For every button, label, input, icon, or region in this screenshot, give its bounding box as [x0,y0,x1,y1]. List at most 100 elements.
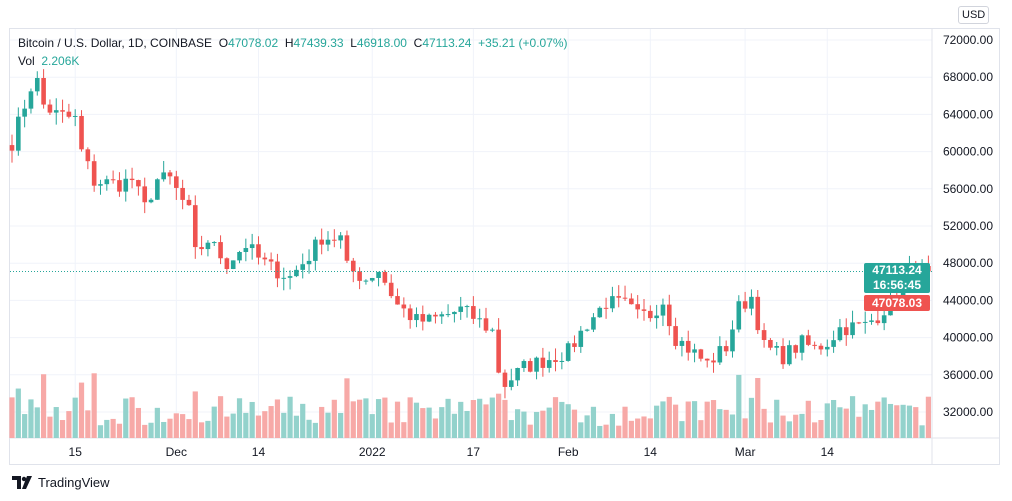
candle-down [407,308,413,321]
volume-bar [401,422,407,438]
candle-down [875,320,881,324]
volume-bar [180,414,186,438]
candle-up [660,304,666,316]
candle-down [793,345,798,353]
candle-down [401,304,407,309]
last-price: 47113.24 [872,263,922,277]
chart-legend: Bitcoin / U.S. Dollar, 1D, COINBASE O470… [18,34,568,70]
price-tick-label: 40000.00 [943,331,993,345]
candle-up [161,172,166,180]
volume-bar [635,418,641,438]
candle-up [445,314,451,316]
candle-up [692,349,697,353]
volume-bar [603,424,609,438]
candle-down [641,309,647,311]
volume-bar [767,422,773,438]
volume-bar [729,414,736,438]
volume-bar [849,396,856,438]
volume-bar [622,406,628,438]
volume-bar [812,422,818,438]
price-tick-label: 52000.00 [943,219,993,233]
candle-down [622,297,628,299]
volume-bar [78,382,85,438]
volume-bar [91,373,97,438]
brand-name: TradingView [38,475,110,490]
candle-down [812,344,817,346]
volume-bar [786,421,792,438]
volume-bar [559,401,565,438]
volume-bar [230,413,236,438]
candle-up [123,178,129,192]
volume-bar [578,422,584,438]
volume-bar [919,425,925,438]
volume-bar [887,403,894,438]
volume-bar [597,425,603,438]
candle-up [881,315,887,324]
candle-up [477,318,482,320]
volume-bar [142,424,148,438]
volume-bar [584,415,590,438]
volume-bar [868,409,875,438]
candle-down [110,179,116,181]
candle-up [679,340,685,346]
candle-down [136,180,141,187]
volume-bar [571,409,578,438]
candle-down [755,296,761,331]
candle-down [420,314,426,322]
volume-bar [173,413,179,438]
candle-down [780,346,786,365]
low-label: L [350,36,357,50]
volume-bar [609,413,615,438]
candle-down [192,205,198,248]
tradingview-logo[interactable]: TradingView [12,475,110,490]
volume-bar [274,399,281,438]
volume-bar [407,397,413,438]
candle-up [787,345,792,365]
volume-bar [685,401,691,438]
candle-up [439,314,445,317]
candle-down [344,235,350,261]
candle-down [60,110,65,112]
candle-up [294,269,299,277]
price-tick-label: 36000.00 [943,368,993,382]
candle-down [85,149,91,162]
candle-up [824,346,830,350]
currency-button[interactable]: USD [958,6,990,24]
open-label: O [218,36,229,50]
time-tick-label: 17 [467,445,481,459]
volume-bar [224,416,230,438]
candle-down [218,242,223,259]
volume-bar [660,401,666,438]
volume-bar [211,406,217,438]
candle-up [458,306,464,312]
candle-down [483,318,489,331]
volume-bar [66,411,72,438]
volume-bar [325,412,331,438]
candle-down [502,372,508,387]
candle-up [749,296,754,309]
candle-up [464,306,470,308]
volume-bar [331,399,337,438]
candle-up [774,346,780,348]
volume-bar [192,391,198,438]
volume-bar [47,416,53,438]
candle-up [249,244,255,249]
volume-bar [281,412,287,438]
volume-bar [464,410,470,438]
candle-up [730,329,735,352]
volume-bar [350,401,356,438]
volume-bar [843,408,849,438]
candle-up [98,184,103,186]
volume-value: 2.206K [41,54,80,68]
candle-up [28,91,34,109]
volume-bar [319,406,325,438]
candle-up [72,115,78,117]
volume-bar [123,398,129,438]
volume-bar [432,418,439,438]
volume-bar [255,415,262,438]
candle-down [761,330,767,340]
candle-down [319,239,324,245]
candle-up [53,110,59,113]
low-value: 46918.00 [356,36,407,50]
